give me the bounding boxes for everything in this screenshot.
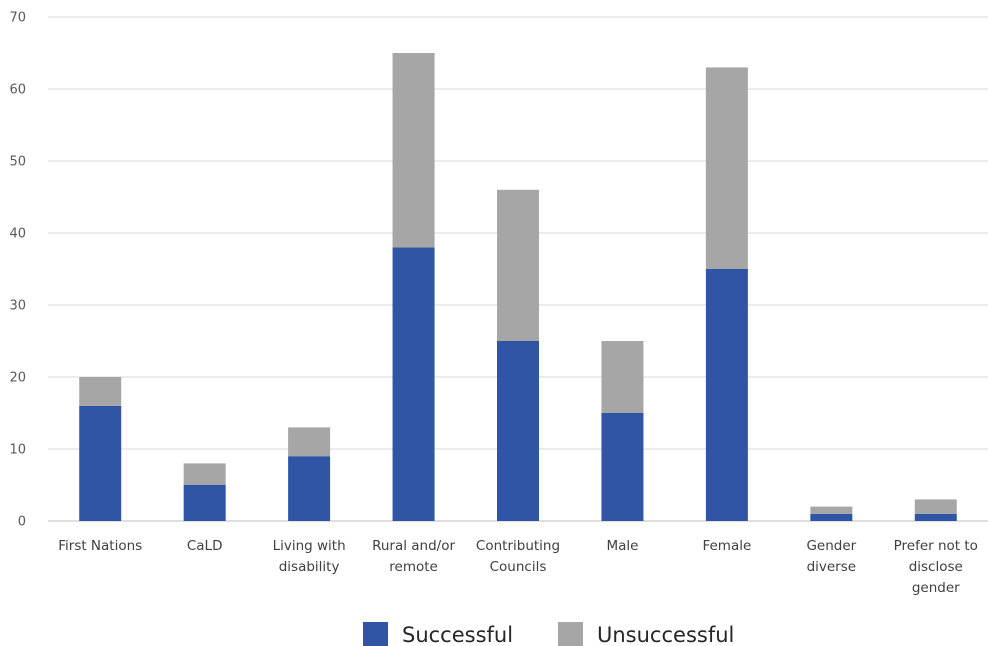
legend-swatch-unsuccessful — [558, 622, 583, 646]
x-category-label: Living with disability — [273, 538, 346, 575]
x-category-label: Gender diverse — [806, 538, 856, 575]
bar-successful-4 — [497, 341, 539, 521]
x-axis-category-labels: First Nations CaLD Living with disability Ru… — [58, 538, 978, 596]
bar-successful-3 — [392, 247, 435, 521]
y-tick-label: 10 — [9, 443, 26, 458]
bar-successful-0 — [79, 405, 122, 521]
legend-label-unsuccessful: Unsuccessful — [597, 623, 734, 646]
bar-unsuccessful-4 — [497, 189, 539, 341]
y-tick-label: 60 — [9, 83, 26, 98]
y-axis-tick-labels: 0 10 20 30 40 50 60 70 — [9, 11, 26, 530]
bar-unsuccessful-6 — [705, 67, 748, 270]
y-tick-label: 20 — [9, 371, 26, 386]
y-tick-label: 70 — [9, 11, 26, 26]
bar-successful-2 — [288, 456, 331, 521]
legend-swatch-successful — [363, 622, 388, 646]
y-tick-label: 30 — [9, 299, 26, 314]
bar-unsuccessful-7 — [810, 506, 853, 514]
y-tick-label: 40 — [9, 227, 26, 242]
bar-successful-6 — [705, 269, 748, 521]
legend-label-successful: Successful — [402, 623, 513, 646]
bar-unsuccessful-5 — [601, 341, 644, 413]
x-category-label: First Nations — [58, 538, 142, 554]
bar-successful-7 — [810, 513, 853, 521]
bar-successful-1 — [183, 485, 226, 521]
bar-unsuccessful-8 — [914, 499, 957, 514]
y-tick-label: 50 — [9, 155, 26, 170]
y-tick-label: 0 — [18, 515, 26, 530]
bar-unsuccessful-0 — [79, 377, 122, 406]
bars — [79, 53, 957, 521]
bar-unsuccessful-2 — [288, 427, 331, 457]
x-category-label: Contributing Councils — [476, 538, 560, 575]
x-category-label: CaLD — [187, 538, 223, 554]
x-category-label: Rural and/or remote — [372, 538, 455, 575]
x-category-label: Male — [606, 538, 638, 554]
x-category-label: Female — [702, 538, 751, 554]
bar-unsuccessful-1 — [183, 463, 226, 485]
bar-successful-8 — [914, 513, 957, 521]
bar-unsuccessful-3 — [392, 53, 435, 248]
x-category-label: Prefer not to disclose gender — [894, 538, 978, 596]
legend: Successful Unsuccessful — [363, 622, 734, 646]
bar-successful-5 — [601, 413, 644, 521]
